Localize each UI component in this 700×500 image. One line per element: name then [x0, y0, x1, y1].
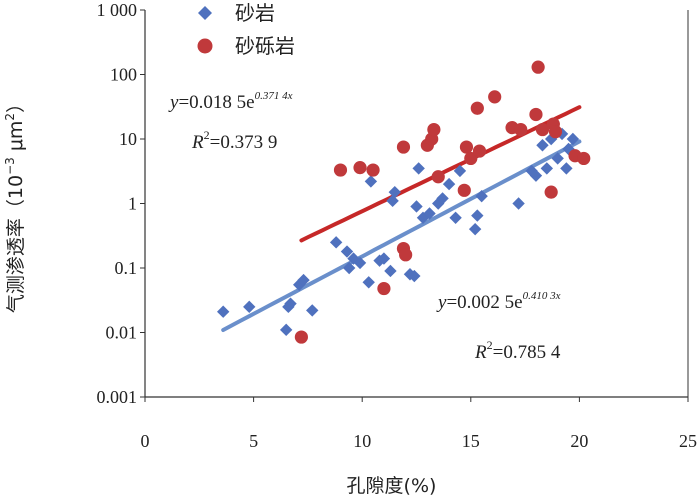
data-point [340, 245, 354, 258]
x-tick-label: 5 [249, 431, 258, 451]
data-point [353, 161, 367, 175]
data-point [544, 132, 558, 146]
x-tick-label: 10 [353, 431, 371, 451]
data-point [362, 276, 375, 289]
data-point [535, 122, 550, 137]
y-tick-label: 10 [119, 129, 137, 149]
data-point [457, 183, 471, 197]
data-point [442, 177, 456, 191]
data-point [540, 162, 554, 175]
data-point [536, 139, 549, 152]
data-point [279, 323, 293, 337]
data-point [472, 144, 487, 158]
r-squared-label: R2=0.373 9 [191, 128, 277, 153]
data-point [396, 140, 411, 154]
data-point [408, 269, 421, 283]
y-tick-label: 100 [110, 65, 137, 85]
y-tick-label: 1 [128, 194, 137, 214]
data-point [412, 162, 425, 175]
y-tick-label: 1 000 [97, 0, 138, 20]
data-point [453, 164, 467, 178]
data-point [562, 142, 575, 156]
data-point [353, 256, 367, 270]
data-point [436, 192, 449, 205]
data-point [566, 132, 580, 146]
axes: 0 5 10 15 20 25 0.001 0.01 0.1 1 10 100 1 000 孔隙度(%) 气… [3, 0, 697, 497]
y-tick-label: 0.01 [106, 323, 138, 343]
data-point [364, 175, 378, 188]
data-point [366, 163, 380, 177]
equations: y=0.002 5e0.410 3x R2=0.785 4 y=0.018 5e0.… [168, 90, 561, 363]
data-point [488, 90, 502, 104]
data-point [333, 163, 348, 177]
data-point [449, 211, 462, 225]
data-point [514, 122, 528, 137]
data-point [377, 252, 391, 265]
data-point [459, 140, 474, 154]
y-axis-title-text: 气测渗透率（10−3 μm2） [3, 94, 27, 313]
data-point [560, 162, 573, 175]
trend-equation: y=0.018 5e0.371 4x [168, 90, 293, 113]
data-point [577, 151, 591, 166]
trend-equation: y=0.002 5e0.410 3x [436, 290, 561, 313]
data-point [216, 305, 230, 318]
data-point [306, 304, 319, 317]
data-point [388, 185, 401, 199]
data-point [297, 273, 310, 287]
x-tick-label: 20 [570, 431, 588, 451]
x-tick-label: 25 [679, 431, 697, 451]
data-point [284, 297, 297, 310]
legend-label: 砂岩 [235, 1, 275, 25]
data-point [548, 125, 563, 139]
data-point [294, 330, 308, 344]
data-point [468, 222, 482, 236]
trendline-series-0 [221, 139, 582, 332]
data-point [470, 101, 484, 115]
data-point [427, 122, 441, 137]
data-point [551, 152, 564, 165]
legend-marker-circle [197, 38, 213, 54]
data-point [531, 60, 545, 74]
legend-marker-diamond [198, 6, 212, 20]
r-squared-label: R2=0.785 4 [474, 338, 561, 363]
data-point [464, 151, 478, 166]
data-point [399, 248, 413, 262]
x-axis-title: 孔隙度(%) [347, 475, 437, 497]
data-point [384, 264, 397, 278]
x-tick-label: 0 [141, 431, 150, 451]
data-point [529, 107, 543, 122]
data-point [555, 127, 569, 141]
data-point [431, 170, 445, 184]
x-tick-label: 15 [462, 431, 480, 451]
data-point [544, 185, 558, 199]
data-point [329, 236, 343, 249]
data-point [386, 194, 399, 208]
data-point [471, 209, 484, 222]
data-point [432, 197, 445, 210]
legend-label: 砂砾岩 [235, 34, 295, 58]
data-point [512, 197, 525, 210]
data-point [243, 300, 256, 314]
data-point [377, 281, 391, 296]
y-tick-label: 0.001 [97, 387, 138, 407]
y-axis-title: 气测渗透率（10−3 μm2） [3, 94, 27, 313]
data-point [342, 261, 356, 275]
data-point [475, 189, 488, 203]
data-point [423, 207, 436, 220]
data-points [216, 60, 591, 344]
y-tick-label: 0.1 [115, 258, 138, 278]
data-point [410, 200, 423, 213]
data-point [529, 169, 543, 182]
